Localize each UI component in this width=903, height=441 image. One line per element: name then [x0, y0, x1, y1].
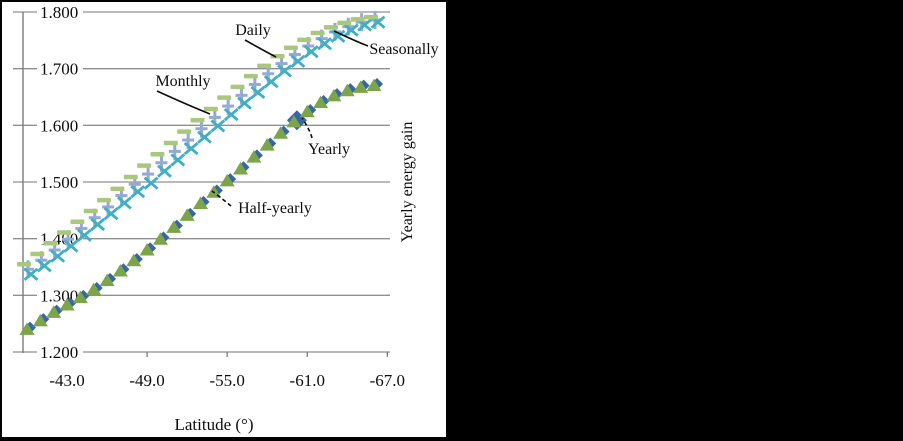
annotation-label-yearly: Yearly	[308, 141, 350, 158]
annotation-label-half-yearly: Half-yearly	[238, 200, 312, 217]
y-label-backing	[37, 343, 83, 361]
series-seasonally	[23, 15, 386, 281]
y-tick-label: 1.700	[40, 60, 78, 79]
y-label-backing	[37, 173, 83, 191]
x-tick-label: -43.0	[49, 371, 84, 390]
x-tick-label: -61.0	[290, 371, 325, 390]
annotation-label-seasonally: Seasonally	[369, 41, 438, 58]
y-label-backing	[37, 116, 83, 135]
y-tick-label: 1.200	[40, 343, 78, 362]
x-axis-title: Latitude (°)	[174, 415, 253, 434]
annotation-leader-daily	[244, 39, 277, 58]
y-label-backing	[37, 59, 83, 78]
annotation-label-monthly: Monthly	[155, 73, 210, 90]
y-tick-label: 1.500	[40, 173, 78, 192]
annotation-leader-seasonally	[333, 30, 369, 47]
x-tick-label: -49.0	[129, 371, 164, 390]
annotation-label-daily: Daily	[235, 22, 271, 39]
x-tick-label: -67.0	[370, 371, 405, 390]
annotations: Daily Seasonally Monthly Yearly Half-yearly	[155, 22, 438, 217]
x-tick-labels: -43.0 -49.0 -55.0 -61.0 -67.0	[49, 371, 405, 390]
y-axis-title: Yearly energy gain	[399, 122, 416, 243]
annotation-leader-monthly	[156, 90, 211, 115]
annotation-leader-half-yearly	[211, 190, 232, 207]
annotation-leader-yearly	[301, 117, 313, 139]
x-tick-label: -55.0	[209, 371, 244, 390]
series-half-yearly	[19, 78, 382, 335]
y-label-backing	[37, 3, 83, 21]
y-tick-label: 1.600	[40, 116, 78, 135]
y-tick-label: 1.800	[40, 3, 78, 22]
series-daily	[17, 14, 378, 267]
